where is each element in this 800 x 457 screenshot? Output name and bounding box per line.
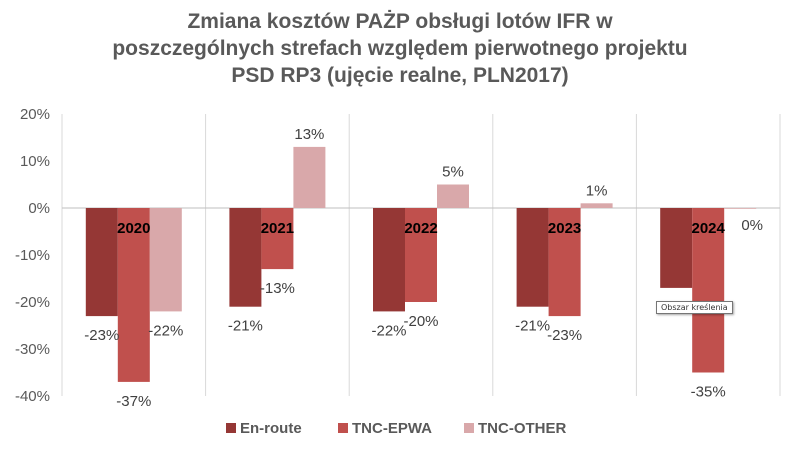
chart-title: Zmiana kosztów PAŻP obsługi lotów IFR w … <box>0 8 800 89</box>
category-label: 2023 <box>548 220 581 237</box>
bar-en-route <box>516 208 549 307</box>
y-tick-label: 10% <box>20 153 50 170</box>
y-tick-label: -40% <box>15 388 50 405</box>
data-label: 13% <box>294 126 324 143</box>
category-label: 2024 <box>692 220 726 237</box>
legend-label: En-route <box>240 420 302 437</box>
y-tick-label: -10% <box>15 247 50 264</box>
bar-tnc-epwa <box>692 208 725 373</box>
data-label: -23% <box>547 327 582 344</box>
bar-tnc-other <box>437 184 469 208</box>
data-label: -20% <box>403 313 438 330</box>
y-tick-label: 20% <box>20 106 50 123</box>
plot-area-tooltip: Obszar kreślenia <box>656 301 733 314</box>
data-label: -22% <box>148 322 183 339</box>
legend-label: TNC-OTHER <box>478 420 566 437</box>
bar-en-route <box>229 208 262 307</box>
data-label: -37% <box>116 393 151 410</box>
bar-tnc-epwa <box>117 208 150 382</box>
bar-tnc-epwa <box>405 208 437 302</box>
category-label: 2021 <box>261 220 294 237</box>
category-labels-group: 2020 2021 2022 2023 2024 <box>117 220 725 237</box>
data-label: -23% <box>84 327 119 344</box>
bar-tnc-other <box>724 208 757 209</box>
data-label: -21% <box>515 318 550 335</box>
legend-swatch <box>338 423 348 433</box>
data-labels-group: -23%-21% -22% -21%-37%-13%-20%-23%-35%-22%… <box>84 126 763 410</box>
data-label: 1% <box>586 182 608 199</box>
category-label: 2020 <box>117 220 150 237</box>
data-label: -13% <box>260 280 295 297</box>
legend-swatch <box>226 423 236 433</box>
data-label: -22% <box>371 322 406 339</box>
data-label: 5% <box>442 164 464 181</box>
data-label: 0% <box>741 217 763 234</box>
bars-group <box>85 146 757 382</box>
data-label: -35% <box>691 384 726 401</box>
y-axis: 20% 10% 0% -10% -20% -30% -40% <box>15 106 50 405</box>
y-tick-label: -30% <box>15 341 50 358</box>
chart-title-line: Zmiana kosztów PAŻP obsługi lotów IFR w <box>187 10 613 33</box>
bar-tnc-other <box>580 203 613 208</box>
bar-tnc-other <box>293 146 326 208</box>
bar-en-route <box>373 208 405 312</box>
category-label: 2022 <box>404 220 437 237</box>
bar-en-route <box>660 208 693 288</box>
bar-tnc-epwa <box>548 208 581 317</box>
legend: En-route TNC-EPWA TNC-OTHER <box>226 420 566 437</box>
bar-en-route <box>85 208 118 317</box>
y-tick-label: -20% <box>15 294 50 311</box>
chart-title-line: PSD RP3 (ujęcie realne, PLN2017) <box>231 64 569 87</box>
data-label: -21% <box>228 318 263 335</box>
legend-label: TNC-EPWA <box>352 420 432 437</box>
y-tick-label: 0% <box>28 200 50 217</box>
bar-tnc-epwa <box>261 208 294 270</box>
bar-tnc-other <box>149 208 182 312</box>
legend-swatch <box>464 423 474 433</box>
chart-title-line: poszczególnych strefach względem pierwot… <box>112 37 688 60</box>
